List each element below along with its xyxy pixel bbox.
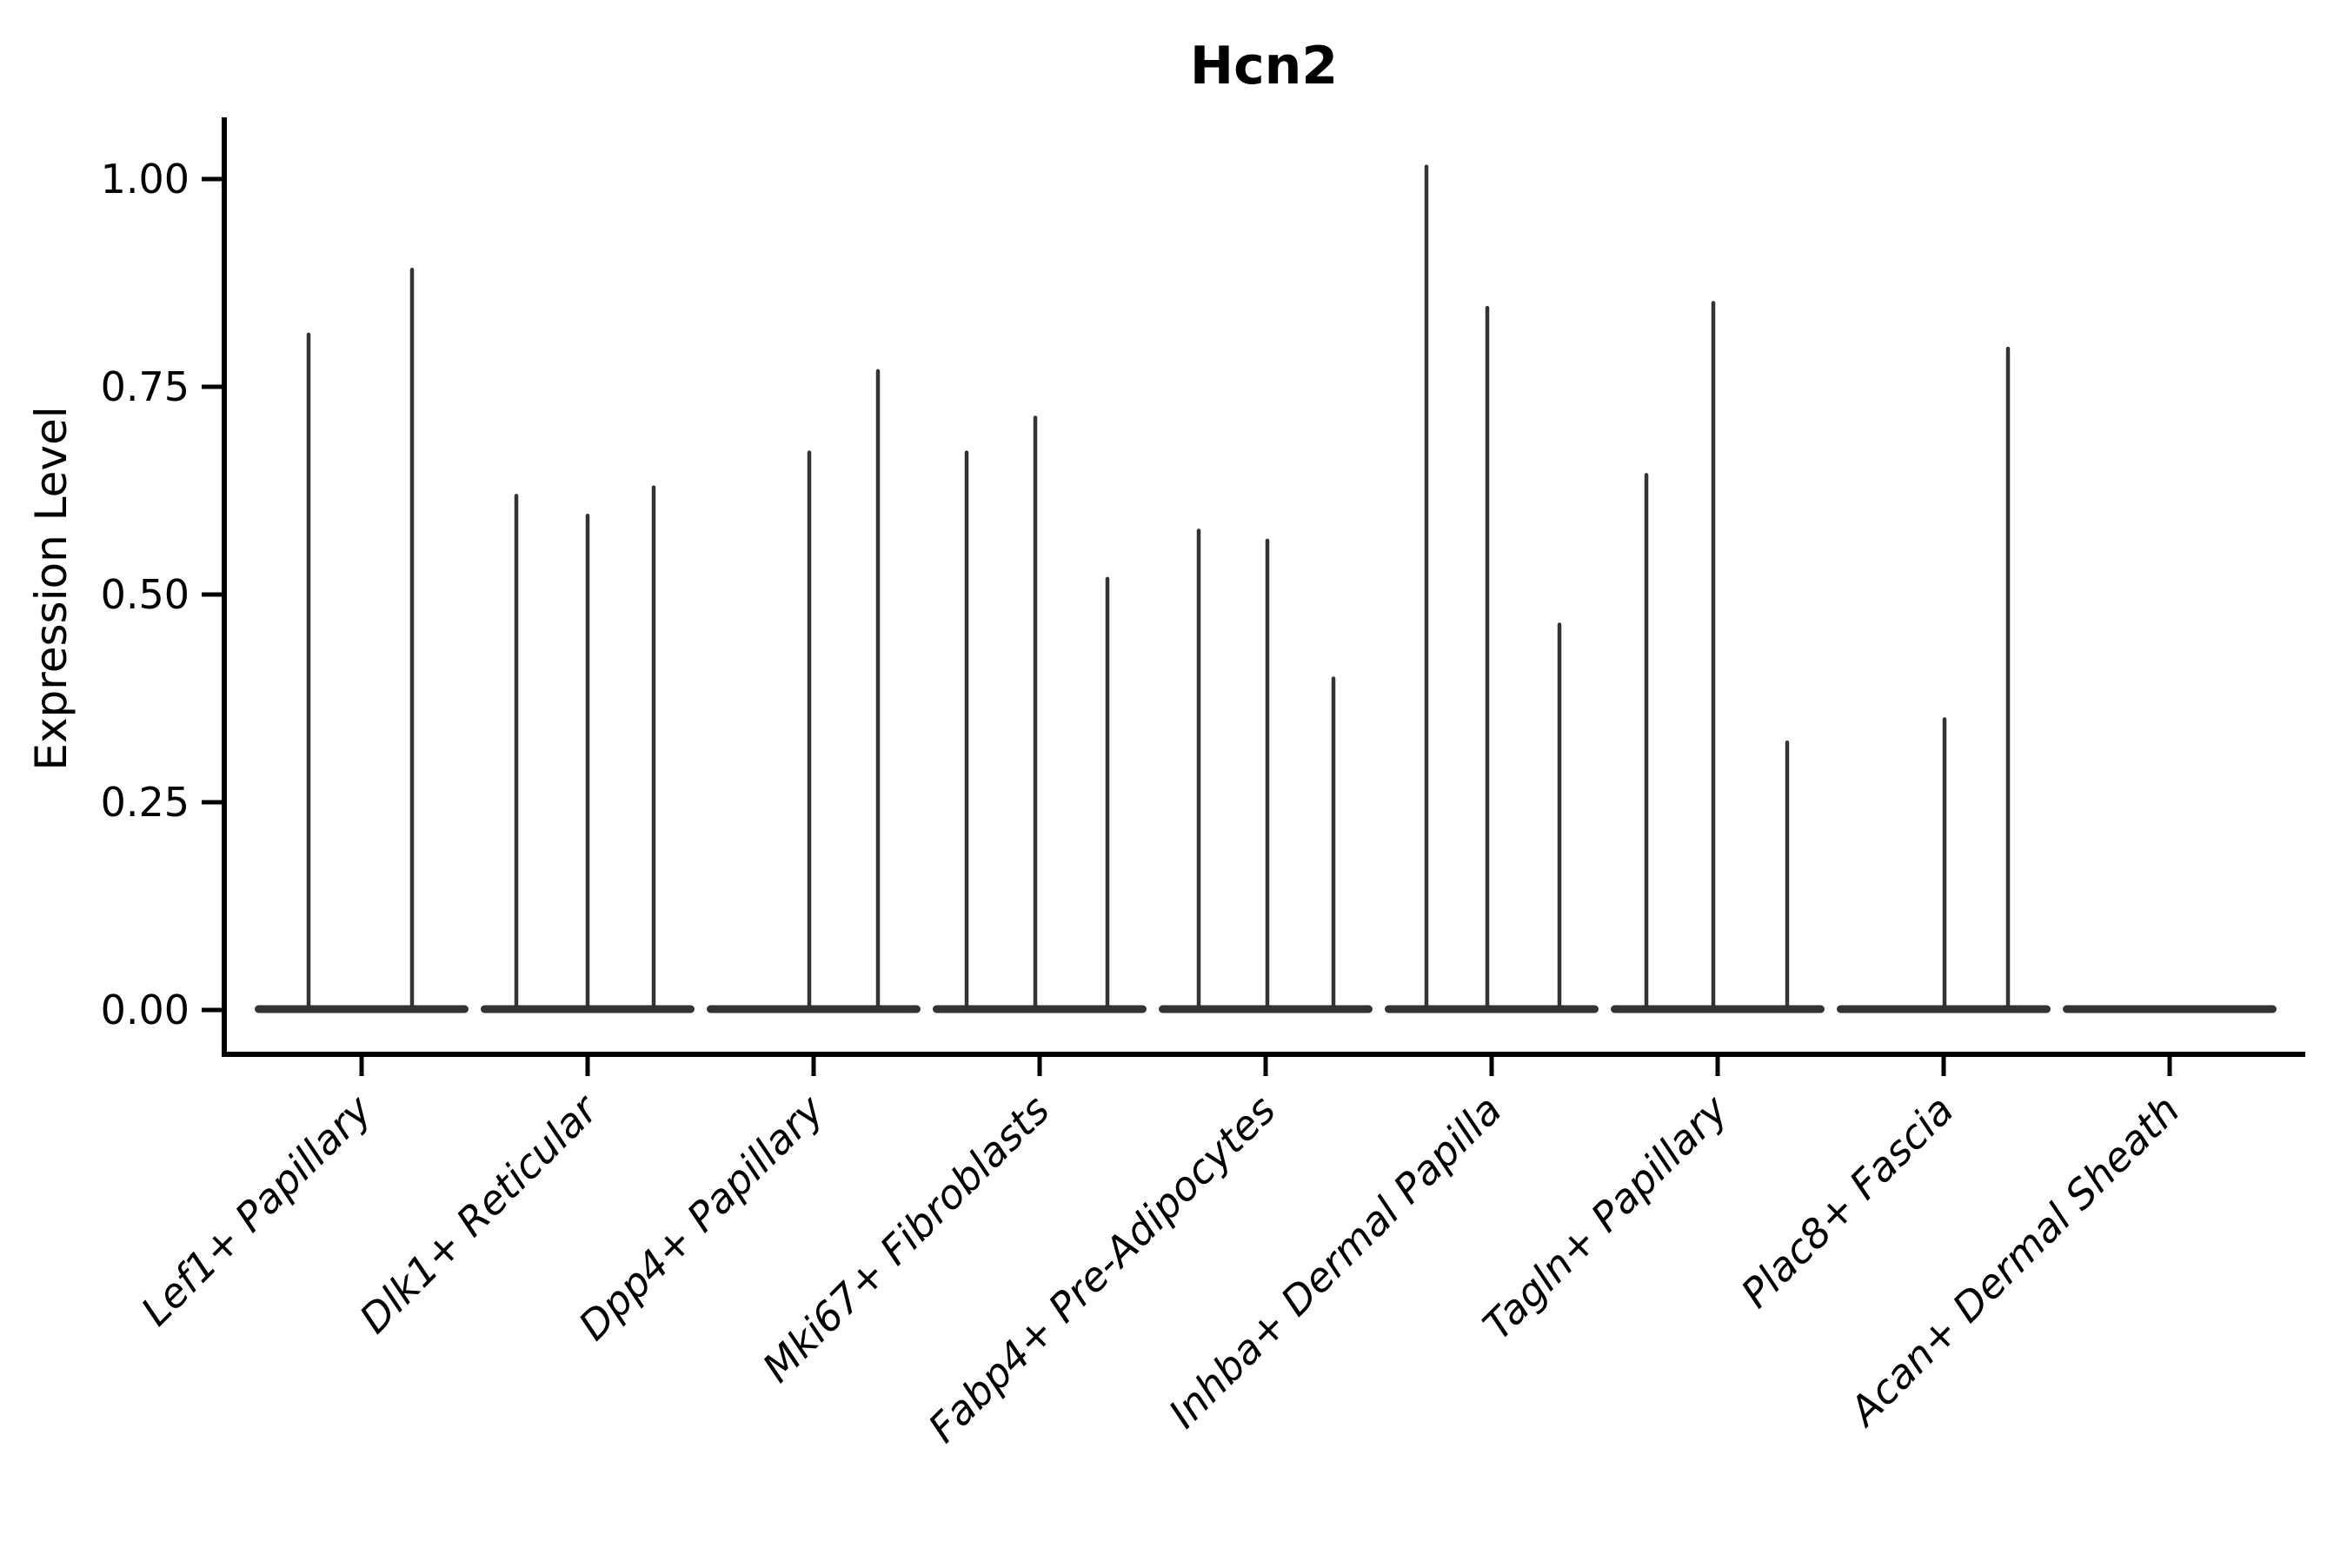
violin-group	[1611, 301, 1825, 1013]
violin-group	[1385, 164, 1599, 1013]
x-tick-label: Dpp4+ Papillary	[569, 1086, 833, 1349]
violin-group	[1837, 346, 2051, 1013]
y-axis-label: Expression Level	[26, 406, 76, 770]
y-tick-label: 0.75	[101, 363, 189, 410]
violin-group	[707, 369, 921, 1013]
violin-group	[481, 485, 695, 1013]
y-axis-ticks: 0.00 0.25 0.50 0.75 1.00	[101, 156, 224, 1033]
x-tick-label: Tagln+ Papillary	[1473, 1086, 1737, 1349]
y-tick-label: 0.50	[101, 571, 189, 618]
y-tick-label: 0.25	[101, 779, 189, 826]
y-tick-label: 1.00	[101, 156, 189, 203]
violin-group	[933, 415, 1147, 1013]
x-tick-label: Lef1+ Papillary	[132, 1086, 381, 1334]
violin-group	[1159, 528, 1373, 1013]
violin-series	[255, 164, 2277, 1013]
violin-group	[255, 268, 469, 1013]
y-tick-label: 0.00	[101, 987, 189, 1033]
chart-title: Hcn2	[1190, 36, 1338, 96]
x-tick-label: Plac8+ Fascia	[1732, 1086, 1962, 1317]
x-tick-label: Dlk1+ Reticular	[350, 1084, 608, 1342]
